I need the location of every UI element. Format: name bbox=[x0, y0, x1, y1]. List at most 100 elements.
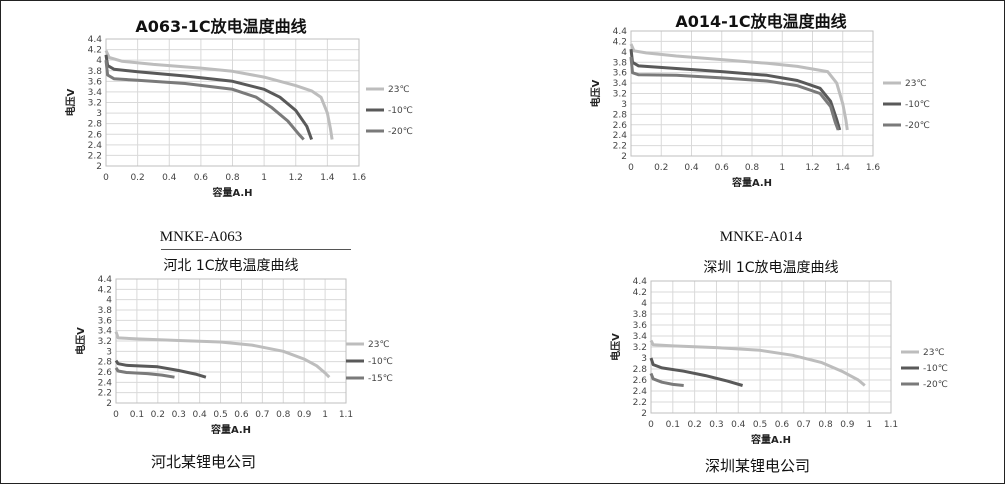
y-tick-label: 2.4 bbox=[98, 378, 113, 388]
y-tick-label: 4 bbox=[641, 299, 647, 309]
y-tick-label: 3.8 bbox=[98, 306, 113, 316]
company-caption-shenzhen: 深圳某锂电公司 bbox=[705, 459, 811, 475]
y-tick-label: 2 bbox=[641, 409, 647, 419]
x-tick-label: 1 bbox=[779, 163, 785, 173]
series-line-1 bbox=[649, 357, 744, 387]
series-line-0 bbox=[629, 43, 849, 131]
panel-a014: A014-1C放电温度曲线 2 2.2 2.4 2.6 2.8 3 3.2 3.4 3.6 3.8… bbox=[581, 6, 1001, 221]
series-line-0 bbox=[649, 339, 866, 387]
x-tick-label: 1.4 bbox=[836, 163, 851, 173]
y-tick-label: 3 bbox=[621, 100, 627, 110]
x-axis-label: 容量A.H bbox=[731, 176, 772, 189]
x-tick-label: 1.4 bbox=[320, 173, 335, 183]
x-tick-label: 0.7 bbox=[255, 410, 269, 420]
legend-label: -15℃ bbox=[368, 374, 393, 384]
x-tick-label: 0.2 bbox=[687, 420, 701, 430]
x-tick-label: 0.8 bbox=[276, 410, 291, 420]
x-axis-label: 容量A.H bbox=[211, 186, 252, 199]
x-tick-label: 1 bbox=[261, 173, 267, 183]
x-tick-label: 1.1 bbox=[884, 420, 898, 430]
y-tick-label: 3.8 bbox=[613, 58, 628, 68]
y-tick-label: 3.4 bbox=[88, 88, 103, 98]
company-caption-hebei: 河北某锂电公司 bbox=[151, 455, 257, 471]
x-tick-label: 0.8 bbox=[745, 163, 760, 173]
y-tick-label: 2.4 bbox=[633, 387, 648, 397]
y-tick-label: 4.2 bbox=[88, 46, 102, 56]
y-tick-label: 2.8 bbox=[613, 110, 628, 120]
x-tick-label: 0.3 bbox=[709, 420, 723, 430]
legend-label: 23℃ bbox=[388, 85, 410, 95]
y-tick-label: 4.2 bbox=[633, 288, 647, 298]
x-tick-label: 0.6 bbox=[194, 173, 209, 183]
y-tick-label: 3.6 bbox=[633, 321, 648, 331]
y-tick-label: 2 bbox=[106, 399, 112, 409]
y-tick-label: 3 bbox=[96, 109, 102, 119]
y-axis-label: 电压V bbox=[64, 88, 77, 116]
legend-label: 23℃ bbox=[905, 79, 927, 89]
panel-a063: A063-1C放电温度曲线 2 2.2 2.4 2.6 2.8 3 3.2 3.4 3.6 3.8… bbox=[41, 11, 461, 226]
y-tick-label: 3 bbox=[106, 347, 112, 357]
y-axis-label: 电压V bbox=[609, 333, 622, 361]
x-tick-label: 0 bbox=[628, 163, 634, 173]
series-line-0 bbox=[104, 49, 334, 140]
x-tick-label: 0.6 bbox=[775, 420, 790, 430]
chart-title: 河北 1C放电温度曲线 bbox=[163, 258, 299, 274]
legend-label: -20℃ bbox=[923, 380, 948, 390]
plot-frame bbox=[650, 280, 892, 414]
x-tick-label: 0.9 bbox=[297, 410, 312, 420]
y-tick-label: 3.4 bbox=[633, 332, 648, 342]
x-axis-label: 容量A.H bbox=[750, 433, 791, 446]
y-tick-label: 4.4 bbox=[88, 35, 103, 45]
y-axis-label: 电压V bbox=[589, 79, 602, 107]
x-tick-label: 0.8 bbox=[225, 173, 240, 183]
y-tick-label: 3.4 bbox=[98, 327, 113, 337]
y-tick-label: 3.2 bbox=[88, 99, 102, 109]
legend-label: -10℃ bbox=[368, 357, 393, 367]
y-tick-label: 4.4 bbox=[633, 277, 648, 287]
panel-hebei: 河北 1C放电温度曲线 2 2.2 2.4 2.6 2.8 3 3.2 3.4 3.6 3.8 4 4… bbox=[61, 253, 481, 448]
x-tick-label: 0.1 bbox=[130, 410, 144, 420]
x-tick-label: 0.6 bbox=[715, 163, 730, 173]
y-tick-label: 3.8 bbox=[633, 310, 648, 320]
legend-label: 23℃ bbox=[923, 348, 945, 358]
chart-title: A063-1C放电温度曲线 bbox=[135, 17, 307, 36]
x-tick-label: 1.2 bbox=[289, 173, 303, 183]
plot-frame bbox=[630, 30, 874, 157]
y-tick-label: 3.2 bbox=[633, 343, 647, 353]
y-tick-label: 3 bbox=[641, 354, 647, 364]
series-line-2 bbox=[629, 56, 840, 131]
legend-label: 23℃ bbox=[368, 340, 390, 350]
chart-a014: 22.22.42.62.833.23.43.63.844.24.4 0 0.2 0.4… bbox=[589, 27, 930, 189]
x-tick-label: 0.8 bbox=[818, 420, 833, 430]
x-tick-label: 0.5 bbox=[213, 410, 227, 420]
y-tick-label: 3.2 bbox=[98, 337, 112, 347]
y-tick-label: 2.6 bbox=[98, 368, 113, 378]
x-tick-label: 1.2 bbox=[805, 163, 819, 173]
legend-label: -20℃ bbox=[388, 127, 413, 137]
x-tick-label: 0.2 bbox=[654, 163, 668, 173]
x-tick-label: 0 bbox=[103, 173, 109, 183]
legend-label: -10℃ bbox=[388, 106, 413, 116]
x-tick-label: 0.9 bbox=[840, 420, 855, 430]
x-tick-label: 0.1 bbox=[666, 420, 680, 430]
chart-title: 深圳 1C放电温度曲线 bbox=[703, 260, 839, 276]
y-tick-label: 3.6 bbox=[88, 77, 103, 87]
y-tick-label: 4 bbox=[96, 56, 102, 66]
y-tick-label: 2.8 bbox=[88, 120, 103, 130]
y-tick-label: 2.2 bbox=[633, 398, 647, 408]
y-tick-label: 4 bbox=[106, 296, 112, 306]
y-tick-label: 3.8 bbox=[88, 67, 103, 77]
y-tick-label: 2.8 bbox=[98, 358, 113, 368]
y-tick-label: 3.6 bbox=[613, 69, 628, 79]
y-axis-label: 电压V bbox=[74, 327, 87, 355]
y-tick-label: 3.2 bbox=[613, 90, 627, 100]
y-tick-label: 2.4 bbox=[88, 141, 103, 151]
chart-title: A014-1C放电温度曲线 bbox=[675, 12, 847, 31]
x-tick-label: 0.4 bbox=[684, 163, 699, 173]
y-tick-label: 3.6 bbox=[98, 316, 113, 326]
legend-label: -20℃ bbox=[905, 121, 930, 131]
x-tick-label: 0.4 bbox=[192, 410, 207, 420]
series-line-0 bbox=[114, 331, 331, 379]
legend-label: -10℃ bbox=[923, 364, 948, 374]
chart-shenzhen: 22.22.42.62.833.23.43.63.844.24.4 0 0.1 0.2… bbox=[609, 277, 948, 446]
